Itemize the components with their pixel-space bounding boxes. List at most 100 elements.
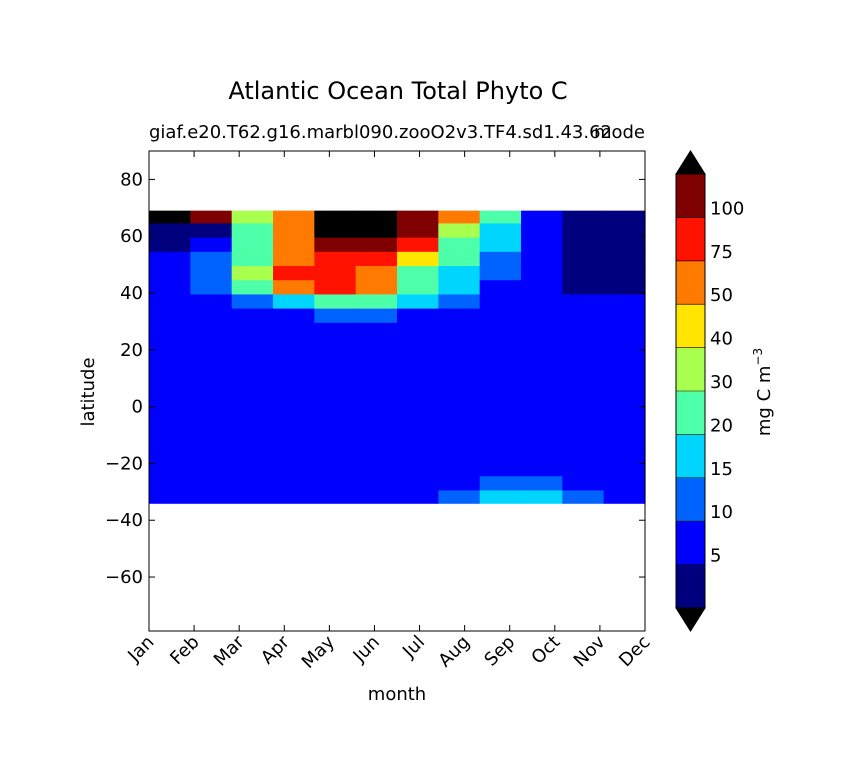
- colorbar-band: [676, 260, 705, 305]
- heat-cell: [190, 459, 233, 477]
- heat-cell: [397, 392, 439, 415]
- heat-cell: [479, 490, 522, 504]
- heat-cell: [149, 308, 191, 324]
- heat-cell: [562, 459, 605, 477]
- heat-cell: [273, 413, 315, 436]
- y-axis: 80 60 40 20 0 −20 −40 −60: [105, 169, 645, 588]
- heat-cell: [479, 413, 522, 436]
- heat-cell: [521, 459, 563, 477]
- heat-cell: [479, 251, 522, 267]
- colorbar-band: [676, 521, 705, 566]
- plot-frame: [148, 150, 646, 632]
- y-tick-label: 0: [132, 397, 143, 418]
- x-tick-label: Sep: [480, 632, 519, 671]
- heat-cell: [521, 322, 563, 341]
- heat-cell: [190, 435, 233, 460]
- heat-cell: [521, 223, 563, 239]
- heat-cell: [438, 476, 481, 492]
- heat-cell: [231, 392, 274, 415]
- heat-cell: [231, 490, 274, 504]
- heat-cell: [521, 251, 563, 267]
- heat-cell: [438, 237, 481, 253]
- heat-cell: [562, 251, 605, 267]
- heat-cell: [603, 392, 646, 415]
- heat-cell: [603, 308, 646, 324]
- colorbar-extend-low: [675, 607, 706, 632]
- heat-cell: [355, 280, 398, 296]
- heat-cell: [603, 322, 646, 341]
- heat-cell: [438, 308, 481, 324]
- heat-cell: [397, 210, 439, 225]
- heat-cell: [231, 223, 274, 239]
- heat-cell: [149, 294, 191, 310]
- x-tick-label: Jul: [398, 632, 429, 663]
- heat-cell: [149, 364, 191, 394]
- plot-area-cells: [149, 210, 646, 504]
- heat-cell: [397, 459, 439, 477]
- heat-cell: [149, 435, 191, 460]
- chart-subtitle-left: giaf.e20.T62.g16.marbl090.zooO2v3.TF4.sd…: [149, 122, 612, 143]
- heat-cell: [314, 237, 357, 253]
- heat-cell: [603, 280, 646, 296]
- heat-cell: [521, 476, 563, 492]
- heat-cell: [397, 237, 439, 253]
- x-axis-label: month: [368, 684, 426, 705]
- colorbar-label: mg C m−3: [751, 348, 775, 436]
- heat-cell: [521, 294, 563, 310]
- heat-cell: [273, 280, 315, 296]
- heat-cell: [603, 490, 646, 504]
- heat-cell: [314, 339, 357, 365]
- colorbar-band: [676, 174, 705, 218]
- colorbar-band: [676, 477, 705, 522]
- heat-cell: [603, 223, 646, 239]
- heat-cell: [438, 266, 481, 281]
- heat-cell: [314, 459, 357, 477]
- heat-cell: [149, 339, 191, 365]
- x-tick-label: May: [298, 631, 339, 672]
- heat-cell: [231, 364, 274, 394]
- y-axis-label: latitude: [78, 357, 99, 426]
- heat-cell: [149, 223, 191, 239]
- heat-cell: [479, 435, 522, 460]
- heat-cell: [521, 237, 563, 253]
- heat-cell: [273, 210, 315, 225]
- heat-cell: [314, 435, 357, 460]
- y-tick-label: −40: [105, 510, 143, 531]
- x-tick-label: Apr: [257, 631, 294, 668]
- colorbar-band: [676, 434, 705, 479]
- heat-cell: [231, 459, 274, 477]
- heat-cell: [562, 490, 605, 504]
- heat-cell: [479, 339, 522, 365]
- heat-cell: [231, 251, 274, 267]
- heat-cell: [521, 435, 563, 460]
- heat-cell: [603, 364, 646, 394]
- x-tick-label: Nov: [570, 631, 610, 671]
- heat-cell: [190, 294, 233, 310]
- heat-cell: [479, 237, 522, 253]
- heat-cell: [521, 308, 563, 324]
- heat-cell: [149, 459, 191, 477]
- heat-cell: [521, 392, 563, 415]
- heat-cell: [190, 266, 233, 281]
- heat-cell: [355, 339, 398, 365]
- x-tick-label: Aug: [434, 632, 474, 672]
- heat-cell: [231, 237, 274, 253]
- heat-cell: [438, 223, 481, 239]
- x-tick-label: Jun: [349, 632, 384, 667]
- heat-cell: [273, 364, 315, 394]
- colorbar-tick-label: 20: [710, 415, 733, 436]
- heat-cell: [355, 223, 398, 239]
- heat-cell: [273, 435, 315, 460]
- heat-cell: [562, 294, 605, 310]
- heat-cell: [190, 392, 233, 415]
- heat-cell: [231, 322, 274, 341]
- chart-subtitle-right: mode: [594, 122, 645, 143]
- heat-cell: [521, 364, 563, 394]
- heat-cell: [149, 392, 191, 415]
- heat-cell: [397, 339, 439, 365]
- heat-cell: [273, 294, 315, 310]
- heat-cell: [355, 266, 398, 281]
- heat-cell: [273, 459, 315, 477]
- heat-cell: [603, 210, 646, 225]
- heat-cell: [231, 413, 274, 436]
